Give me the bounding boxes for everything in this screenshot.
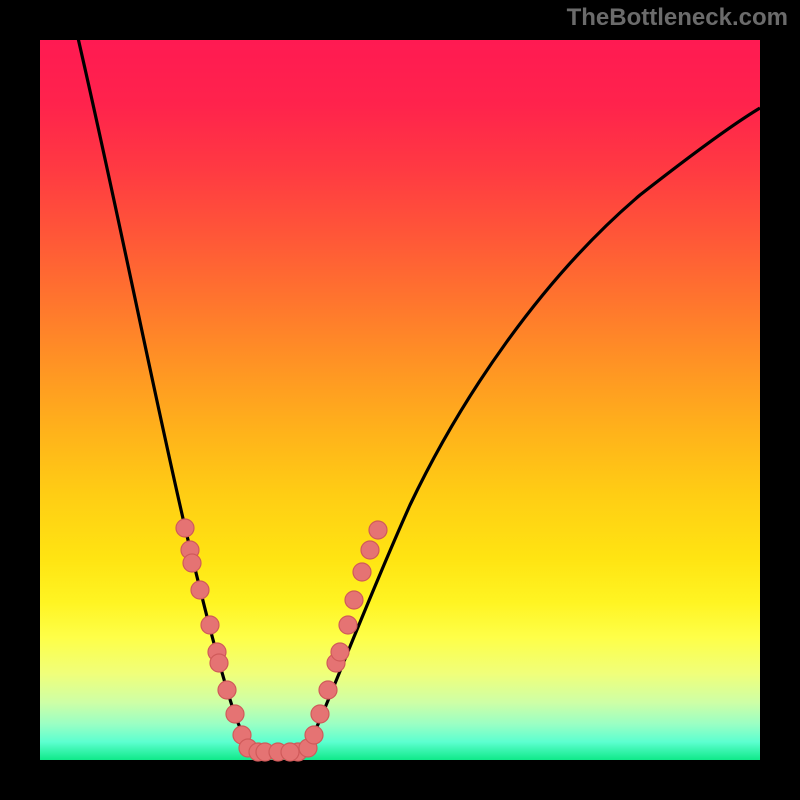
data-point	[305, 726, 323, 744]
bottleneck-chart	[0, 0, 800, 800]
data-point	[319, 681, 337, 699]
data-point	[226, 705, 244, 723]
plot-background	[40, 40, 760, 760]
data-point	[183, 554, 201, 572]
data-point	[311, 705, 329, 723]
data-point	[353, 563, 371, 581]
chart-container: TheBottleneck.com	[0, 0, 800, 800]
data-point	[210, 654, 228, 672]
data-point	[201, 616, 219, 634]
data-point	[339, 616, 357, 634]
data-point	[281, 743, 299, 761]
data-point	[369, 521, 387, 539]
attribution-label: TheBottleneck.com	[567, 4, 788, 32]
data-point	[361, 541, 379, 559]
data-point	[191, 581, 209, 599]
data-point	[331, 643, 349, 661]
data-point	[218, 681, 236, 699]
data-point	[176, 519, 194, 537]
data-point	[345, 591, 363, 609]
